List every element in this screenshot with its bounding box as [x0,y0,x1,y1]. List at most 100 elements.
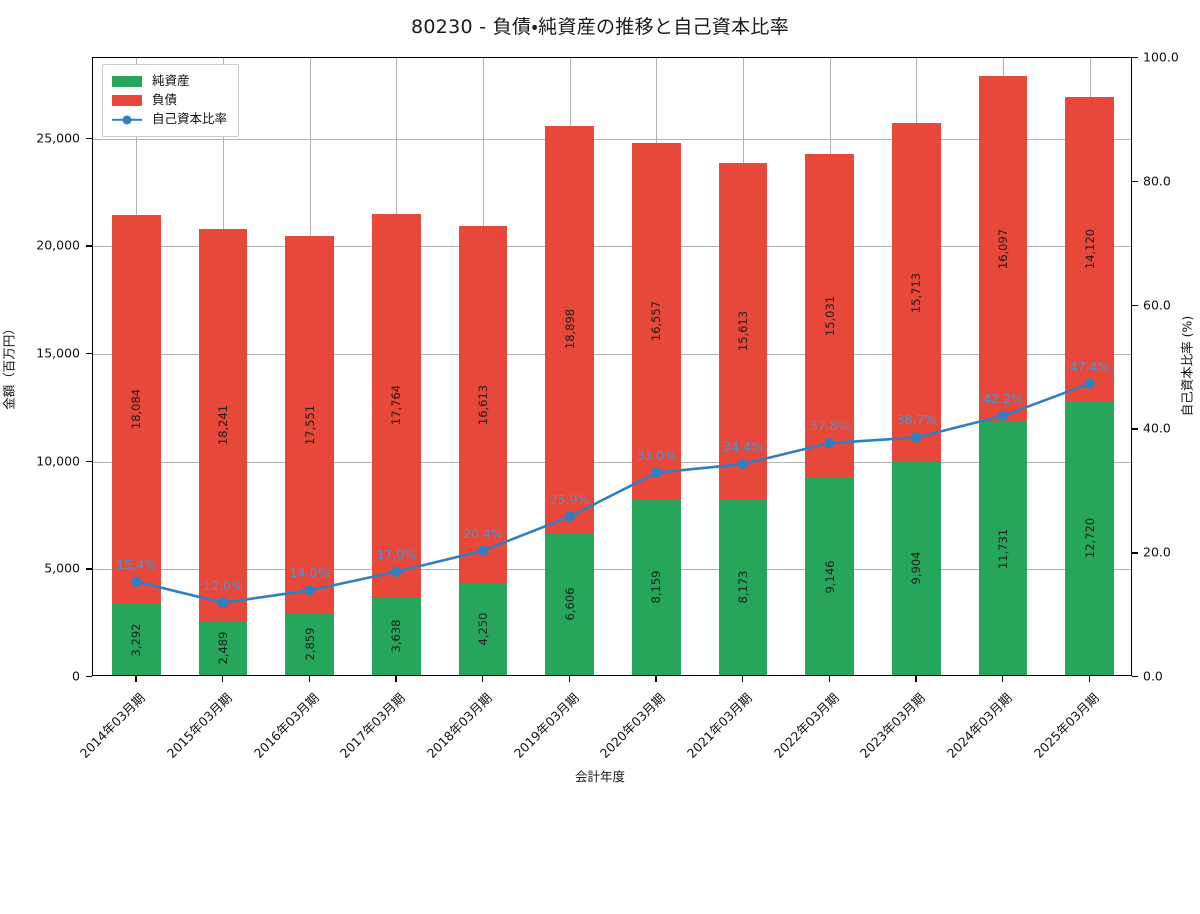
bar-segment-equity[interactable]: 9,904 [891,461,941,675]
ratio-point-marker[interactable] [477,545,489,556]
y-axis-left-tick-mark [86,568,92,570]
y-axis-right-label: 自己資本比率 (%) [1179,315,1195,417]
y-axis-right-tick-label: 60.0 [1143,297,1171,313]
y-axis-left-tick-mark [86,353,92,355]
legend-item-label: 自己資本比率 [152,111,228,127]
y-axis-right-tick-mark [1132,676,1138,678]
bar-segment-liability[interactable]: 16,613 [458,225,508,584]
bar-segment-equity[interactable]: 9,146 [805,478,855,675]
y-axis-right-tick-label: 0.0 [1143,668,1163,684]
ratio-point-marker[interactable] [391,566,402,577]
ratio-line [135,382,1091,605]
bar-segment-liability[interactable]: 15,031 [805,154,855,479]
gridline-horizontal [93,138,1131,140]
ratio-point-marker[interactable] [217,597,229,608]
bar-group[interactable]: 3,292 18,084 [111,214,161,675]
bar-segment-equity[interactable]: 8,173 [718,499,768,675]
bar-group[interactable]: 6,606 18,898 [545,125,595,675]
ratio-point-marker[interactable] [824,437,835,449]
ratio-point-marker[interactable] [911,432,922,443]
legend-color-swatch-icon [112,76,142,87]
bar-segment-equity[interactable]: 2,489 [198,621,248,675]
bar-group[interactable]: 9,904 15,713 [891,123,941,675]
y-axis-left-tick-mark [86,460,92,463]
bar-segment-equity[interactable]: 3,638 [371,596,421,675]
x-axis-tick-mark [395,676,397,682]
y-axis-left-tick-mark [86,676,92,678]
x-axis-tick-mark [308,676,311,682]
bar-group[interactable]: 3,638 17,764 [371,214,421,675]
bar-segment-equity[interactable]: 11,731 [978,422,1028,675]
bar-segment-liability[interactable]: 17,551 [285,235,335,614]
bar-segment-liability[interactable]: 18,898 [545,125,595,533]
bar-group[interactable]: 9,146 15,031 [805,154,855,675]
chart-figure: 80230 - 負債・純資産の推移と自己資本比率 0 5,000 10,000 15,… [1,16,1195,784]
legend-item[interactable]: 純資産 [112,72,227,91]
bar-segment-equity[interactable]: 3,292 [111,604,161,675]
y-axis-right-tick-mark [1132,552,1138,554]
bar-group[interactable]: 8,173 15,613 [718,162,768,675]
ratio-point-marker[interactable] [997,410,1009,421]
bar-group[interactable]: 2,859 17,551 [285,235,335,675]
x-axis-tick-mark [482,676,484,682]
x-axis-tick-mark [222,676,224,682]
legend-color-swatch-icon [112,95,142,106]
x-axis-label: 会計年度 [574,769,625,784]
bar-segment-liability[interactable]: 16,097 [978,75,1028,423]
gridline-horizontal [93,354,1131,356]
bar-segment-equity[interactable]: 4,250 [458,583,508,675]
y-axis-right-tick-mark [1132,304,1138,306]
legend-item[interactable]: 自己資本比率 [112,110,227,129]
bar-group[interactable]: 11,731 16,097 [978,75,1028,675]
legend-item-label: 純資産 [152,73,190,89]
bar-segment-equity[interactable]: 6,606 [545,532,595,675]
y-axis-left-tick-mark [86,137,92,140]
bar-segment-liability[interactable]: 15,613 [718,162,768,500]
bar-segment-liability[interactable]: 14,120 [1065,97,1115,402]
page-title: 80230 - 負債・純資産の推移と自己資本比率 [410,16,790,38]
bar-group[interactable]: 8,159 16,557 [631,142,681,675]
bar-segment-liability[interactable]: 18,084 [111,214,161,605]
ratio-point-marker[interactable] [131,576,142,587]
x-axis-tick-mark [568,676,571,682]
y-axis-left-tick-label: 20,000 [36,237,80,253]
bar-group[interactable]: 2,489 18,241 [198,228,248,675]
bar-segment-liability[interactable]: 16,557 [631,142,681,500]
ratio-point-marker[interactable] [304,585,315,596]
y-axis-right-tick-mark [1132,180,1138,183]
bar-group[interactable]: 12,720 14,120 [1065,97,1115,675]
y-axis-right-tick-mark [1132,57,1138,59]
legend-line-marker-icon [112,114,142,125]
legend-item-label: 負債 [152,92,178,108]
x-axis-tick-mark [915,676,917,682]
y-axis-left-tick-label: 0 [72,668,80,684]
y-axis-right-tick-label: 40.0 [1143,420,1171,436]
x-axis-tick-mark [1088,676,1091,682]
plot-inner: 3,292 18,084 2,489 18,241 2,859 17,551 3,638 17… [93,58,1131,675]
y-axis-left-label: 金額（百万円） [1,322,17,410]
ratio-point-marker[interactable] [1084,378,1095,389]
ratio-point-marker[interactable] [564,511,575,522]
bar-segment-liability[interactable]: 18,241 [198,228,248,622]
bar-segment-equity[interactable]: 12,720 [1065,401,1115,675]
ratio-line-layer [131,378,1095,608]
bar-segment-liability[interactable]: 15,713 [891,123,941,462]
gridline-horizontal [93,461,1131,463]
y-axis-right-tick-label: 80.0 [1143,173,1171,189]
gridline-horizontal [93,569,1131,571]
y-axis-left-tick-label: 25,000 [36,130,80,146]
bar-segment-liability[interactable]: 17,764 [371,214,421,597]
ratio-point-marker[interactable] [651,467,662,478]
bar-segment-equity[interactable]: 2,859 [285,613,335,675]
gridline-horizontal [93,246,1131,248]
y-axis-right-tick-mark [1132,428,1138,430]
x-axis-tick-mark [135,676,137,682]
bar-segment-equity[interactable]: 8,159 [631,499,681,675]
legend-item[interactable]: 負債 [112,91,227,110]
bar-group[interactable]: 4,250 16,613 [458,225,508,675]
ratio-point-marker[interactable] [737,458,749,470]
legend: 純資産負債自己資本比率 [102,64,240,137]
y-axis-left-tick-mark [86,245,92,247]
y-axis-right-tick-label: 20.0 [1143,544,1171,560]
y-axis-right-tick-label: 100.0 [1143,49,1179,65]
